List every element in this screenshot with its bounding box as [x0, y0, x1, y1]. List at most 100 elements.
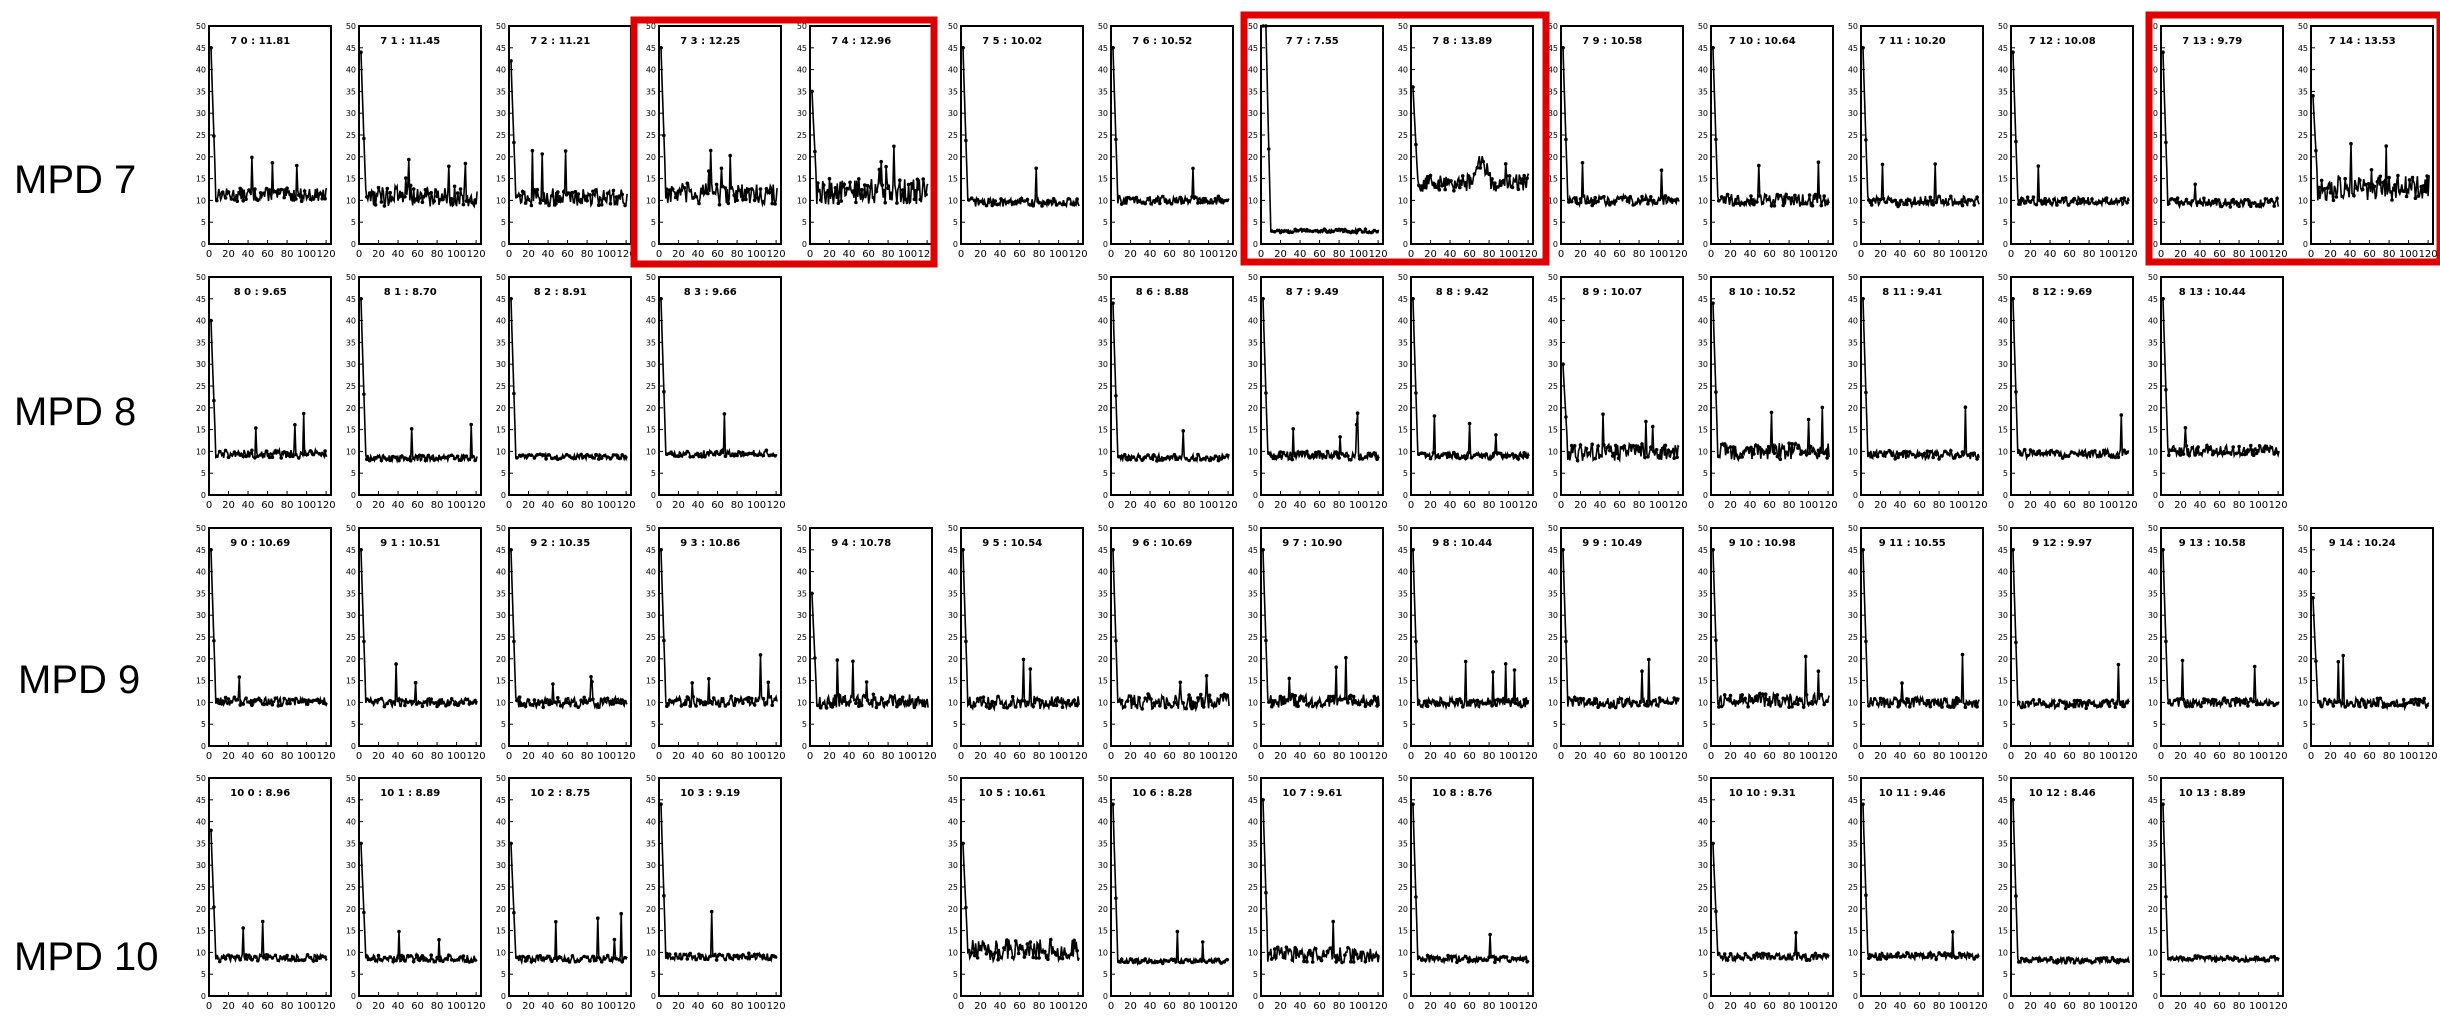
- x-tick-label: 100: [1499, 751, 1518, 762]
- data-point: [1490, 177, 1494, 181]
- data-point: [406, 700, 410, 705]
- data-point: [247, 953, 251, 958]
- data-point: [2093, 201, 2097, 206]
- data-point: [2011, 297, 2015, 301]
- data-point: [367, 458, 372, 463]
- data-point: [1305, 227, 1309, 232]
- data-point: [1966, 198, 1971, 202]
- data-point: [1760, 201, 1765, 205]
- y-tick-label: 15: [2298, 677, 2308, 686]
- panel-title: 9 3 : 10.86: [680, 538, 740, 549]
- data-point: [2358, 704, 2362, 709]
- x-tick-label: 60: [2363, 751, 2376, 762]
- data-point: [1801, 450, 1806, 455]
- data-point: [1472, 453, 1477, 458]
- data-point: [2222, 451, 2227, 456]
- data-point: [2058, 199, 2062, 204]
- data-point: [1181, 429, 1185, 433]
- y-tick-label: 35: [1848, 338, 1858, 347]
- data-point: [314, 194, 319, 199]
- data-point: [1021, 657, 1026, 662]
- data-point: [2063, 960, 2068, 965]
- data-point: [1428, 456, 1433, 461]
- y-tick-label: 35: [948, 87, 958, 96]
- plot-frame: [2010, 25, 2134, 245]
- data-point: [2249, 697, 2253, 701]
- panel-title: 7 4 : 12.96: [831, 36, 891, 47]
- y-tick-label: 0: [1403, 992, 1408, 1001]
- plot-frame: [1110, 527, 1234, 747]
- data-point: [1578, 443, 1583, 447]
- x-tick-label: 60: [1913, 751, 1926, 762]
- data-point: [1758, 445, 1762, 450]
- data-point: [1651, 449, 1656, 454]
- y-tick-label: 50: [496, 22, 506, 31]
- x-tick-label: 60: [1313, 751, 1326, 762]
- data-point: [408, 183, 413, 188]
- x-tick-label: 20: [1724, 500, 1737, 511]
- data-point: [550, 959, 554, 963]
- data-point: [599, 202, 604, 207]
- data-point: [1158, 201, 1162, 206]
- x-tick-label: 40: [1894, 1001, 1907, 1012]
- data-point: [969, 196, 974, 200]
- data-point: [2019, 196, 2024, 201]
- y-tick-label: 25: [797, 131, 807, 140]
- data-point: [1884, 956, 1889, 961]
- data-point: [1950, 930, 1955, 934]
- data-point: [2243, 452, 2247, 457]
- data-point: [1584, 446, 1589, 451]
- data-point: [611, 956, 616, 960]
- data-point: [1778, 704, 1783, 708]
- data-point: [420, 453, 425, 458]
- x-tick-label: 80: [1633, 751, 1646, 762]
- data-point: [706, 191, 710, 196]
- data-point: [2096, 957, 2100, 961]
- data-point: [1005, 706, 1009, 710]
- data-point: [2240, 452, 2244, 457]
- plot-frame: [208, 777, 332, 997]
- data-point: [1884, 701, 1889, 705]
- data-point: [1794, 930, 1798, 935]
- x-tick-label: 120: [617, 500, 636, 511]
- y-tick-label: 10: [1098, 196, 1108, 205]
- y-tick-label: 30: [196, 611, 206, 620]
- data-point: [1504, 455, 1509, 459]
- data-point: [755, 698, 760, 703]
- data-point: [2219, 956, 2224, 960]
- panel-title: 8 12 : 9.69: [2032, 287, 2092, 298]
- data-point: [212, 639, 216, 643]
- y-tick-label: 30: [1998, 109, 2008, 118]
- data-point: [279, 703, 284, 708]
- series-line: [1712, 47, 1830, 209]
- x-tick-label: 0: [506, 751, 512, 762]
- data-point: [614, 195, 619, 199]
- data-point: [2122, 196, 2126, 200]
- data-point: [558, 704, 563, 708]
- data-point: [2055, 703, 2059, 708]
- x-tick-label: 40: [692, 751, 705, 762]
- x-tick-label: 0: [2158, 249, 2164, 260]
- data-point: [1487, 701, 1491, 705]
- y-tick-label: 10: [948, 196, 958, 205]
- y-tick-label: 25: [1398, 883, 1408, 892]
- data-point: [2069, 199, 2074, 204]
- data-point: [1172, 700, 1177, 705]
- data-point: [588, 959, 592, 963]
- data-point: [1302, 959, 1306, 964]
- data-point: [1608, 705, 1612, 709]
- data-point: [1954, 955, 1959, 960]
- data-point: [2266, 702, 2271, 707]
- data-point: [1213, 704, 1218, 708]
- x-tick-label: 120: [1819, 500, 1838, 511]
- data-point: [972, 198, 977, 203]
- x-tick-label: 120: [1669, 500, 1688, 511]
- data-point: [2090, 197, 2094, 201]
- data-point: [1443, 701, 1447, 706]
- data-point: [244, 696, 248, 700]
- x-tick-label: 0: [1258, 500, 1264, 511]
- panel-title: 10 8 : 8.76: [1432, 788, 1492, 799]
